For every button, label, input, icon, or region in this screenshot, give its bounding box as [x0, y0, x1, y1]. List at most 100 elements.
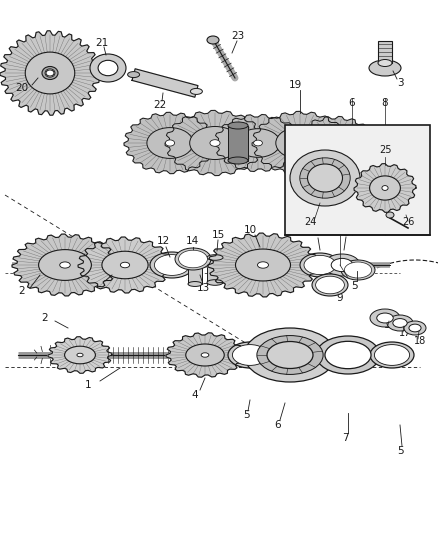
Text: 19: 19 — [288, 80, 302, 90]
Text: 5: 5 — [397, 446, 403, 456]
Ellipse shape — [341, 260, 375, 280]
Text: 15: 15 — [212, 230, 225, 240]
Ellipse shape — [267, 342, 313, 368]
Polygon shape — [354, 164, 416, 212]
Ellipse shape — [46, 70, 54, 76]
Ellipse shape — [236, 128, 280, 157]
Ellipse shape — [409, 324, 421, 332]
Ellipse shape — [147, 127, 193, 158]
Ellipse shape — [233, 345, 268, 366]
Text: 16: 16 — [384, 320, 396, 330]
Text: 26: 26 — [402, 217, 414, 227]
Ellipse shape — [60, 262, 70, 268]
Ellipse shape — [312, 274, 348, 296]
Ellipse shape — [300, 158, 350, 198]
Polygon shape — [48, 337, 112, 373]
Text: 1: 1 — [85, 380, 91, 390]
Ellipse shape — [307, 164, 343, 192]
Ellipse shape — [191, 88, 202, 94]
Bar — [285, 125, 430, 235]
Text: 5: 5 — [352, 281, 358, 291]
Ellipse shape — [254, 140, 262, 146]
Ellipse shape — [386, 212, 394, 218]
Polygon shape — [166, 333, 244, 377]
Ellipse shape — [188, 260, 202, 264]
Text: 2: 2 — [42, 313, 48, 323]
Text: 14: 14 — [185, 236, 198, 246]
Text: 5: 5 — [313, 228, 319, 238]
Text: 10: 10 — [244, 225, 257, 235]
Ellipse shape — [127, 71, 140, 78]
Ellipse shape — [374, 345, 410, 366]
Ellipse shape — [324, 254, 360, 276]
Ellipse shape — [404, 321, 426, 335]
Ellipse shape — [382, 185, 388, 190]
Ellipse shape — [316, 276, 344, 294]
Ellipse shape — [45, 69, 55, 77]
Text: 6: 6 — [349, 98, 355, 108]
Ellipse shape — [236, 249, 290, 281]
Ellipse shape — [370, 176, 400, 200]
Text: 11: 11 — [88, 280, 102, 290]
Ellipse shape — [39, 249, 92, 280]
Ellipse shape — [370, 342, 414, 368]
Text: 18: 18 — [414, 336, 426, 346]
Ellipse shape — [175, 248, 211, 270]
Ellipse shape — [201, 353, 209, 357]
Ellipse shape — [300, 253, 340, 277]
Ellipse shape — [98, 60, 118, 76]
Polygon shape — [0, 31, 100, 115]
Ellipse shape — [188, 281, 202, 286]
Ellipse shape — [276, 127, 324, 159]
Ellipse shape — [325, 341, 371, 369]
Ellipse shape — [290, 150, 360, 206]
Ellipse shape — [90, 54, 126, 82]
Ellipse shape — [370, 309, 400, 327]
Ellipse shape — [228, 157, 248, 164]
Ellipse shape — [186, 344, 224, 366]
Ellipse shape — [369, 60, 401, 76]
Bar — [378, 41, 392, 63]
Ellipse shape — [331, 259, 353, 272]
Polygon shape — [12, 234, 118, 296]
Text: 9: 9 — [337, 293, 343, 303]
Ellipse shape — [210, 140, 220, 146]
Ellipse shape — [150, 252, 194, 278]
Ellipse shape — [295, 140, 305, 146]
Ellipse shape — [304, 255, 336, 274]
Text: 17: 17 — [399, 328, 411, 338]
Text: 21: 21 — [95, 38, 109, 48]
Ellipse shape — [331, 140, 339, 146]
Text: 7: 7 — [342, 433, 348, 443]
Text: 24: 24 — [304, 217, 316, 227]
Polygon shape — [252, 111, 348, 175]
Ellipse shape — [315, 130, 355, 156]
Ellipse shape — [228, 342, 272, 368]
Polygon shape — [132, 69, 198, 97]
Text: 8: 8 — [381, 98, 389, 108]
Polygon shape — [295, 116, 375, 169]
Text: 23: 23 — [231, 31, 245, 41]
Ellipse shape — [207, 280, 223, 285]
Text: 5: 5 — [243, 410, 249, 420]
Bar — [228, 125, 248, 160]
Ellipse shape — [387, 315, 413, 331]
Bar — [188, 262, 202, 284]
Ellipse shape — [377, 313, 393, 323]
Ellipse shape — [316, 336, 380, 374]
Ellipse shape — [64, 346, 95, 364]
Ellipse shape — [207, 255, 223, 260]
Ellipse shape — [77, 353, 83, 357]
Polygon shape — [78, 237, 172, 293]
Text: 3: 3 — [397, 78, 403, 88]
Ellipse shape — [344, 262, 371, 278]
Text: 20: 20 — [15, 83, 28, 93]
Ellipse shape — [102, 251, 148, 279]
Ellipse shape — [179, 250, 208, 268]
Ellipse shape — [25, 52, 75, 94]
Ellipse shape — [155, 255, 190, 276]
Ellipse shape — [190, 126, 240, 159]
Ellipse shape — [166, 140, 175, 146]
Ellipse shape — [378, 60, 392, 67]
Ellipse shape — [258, 262, 268, 268]
